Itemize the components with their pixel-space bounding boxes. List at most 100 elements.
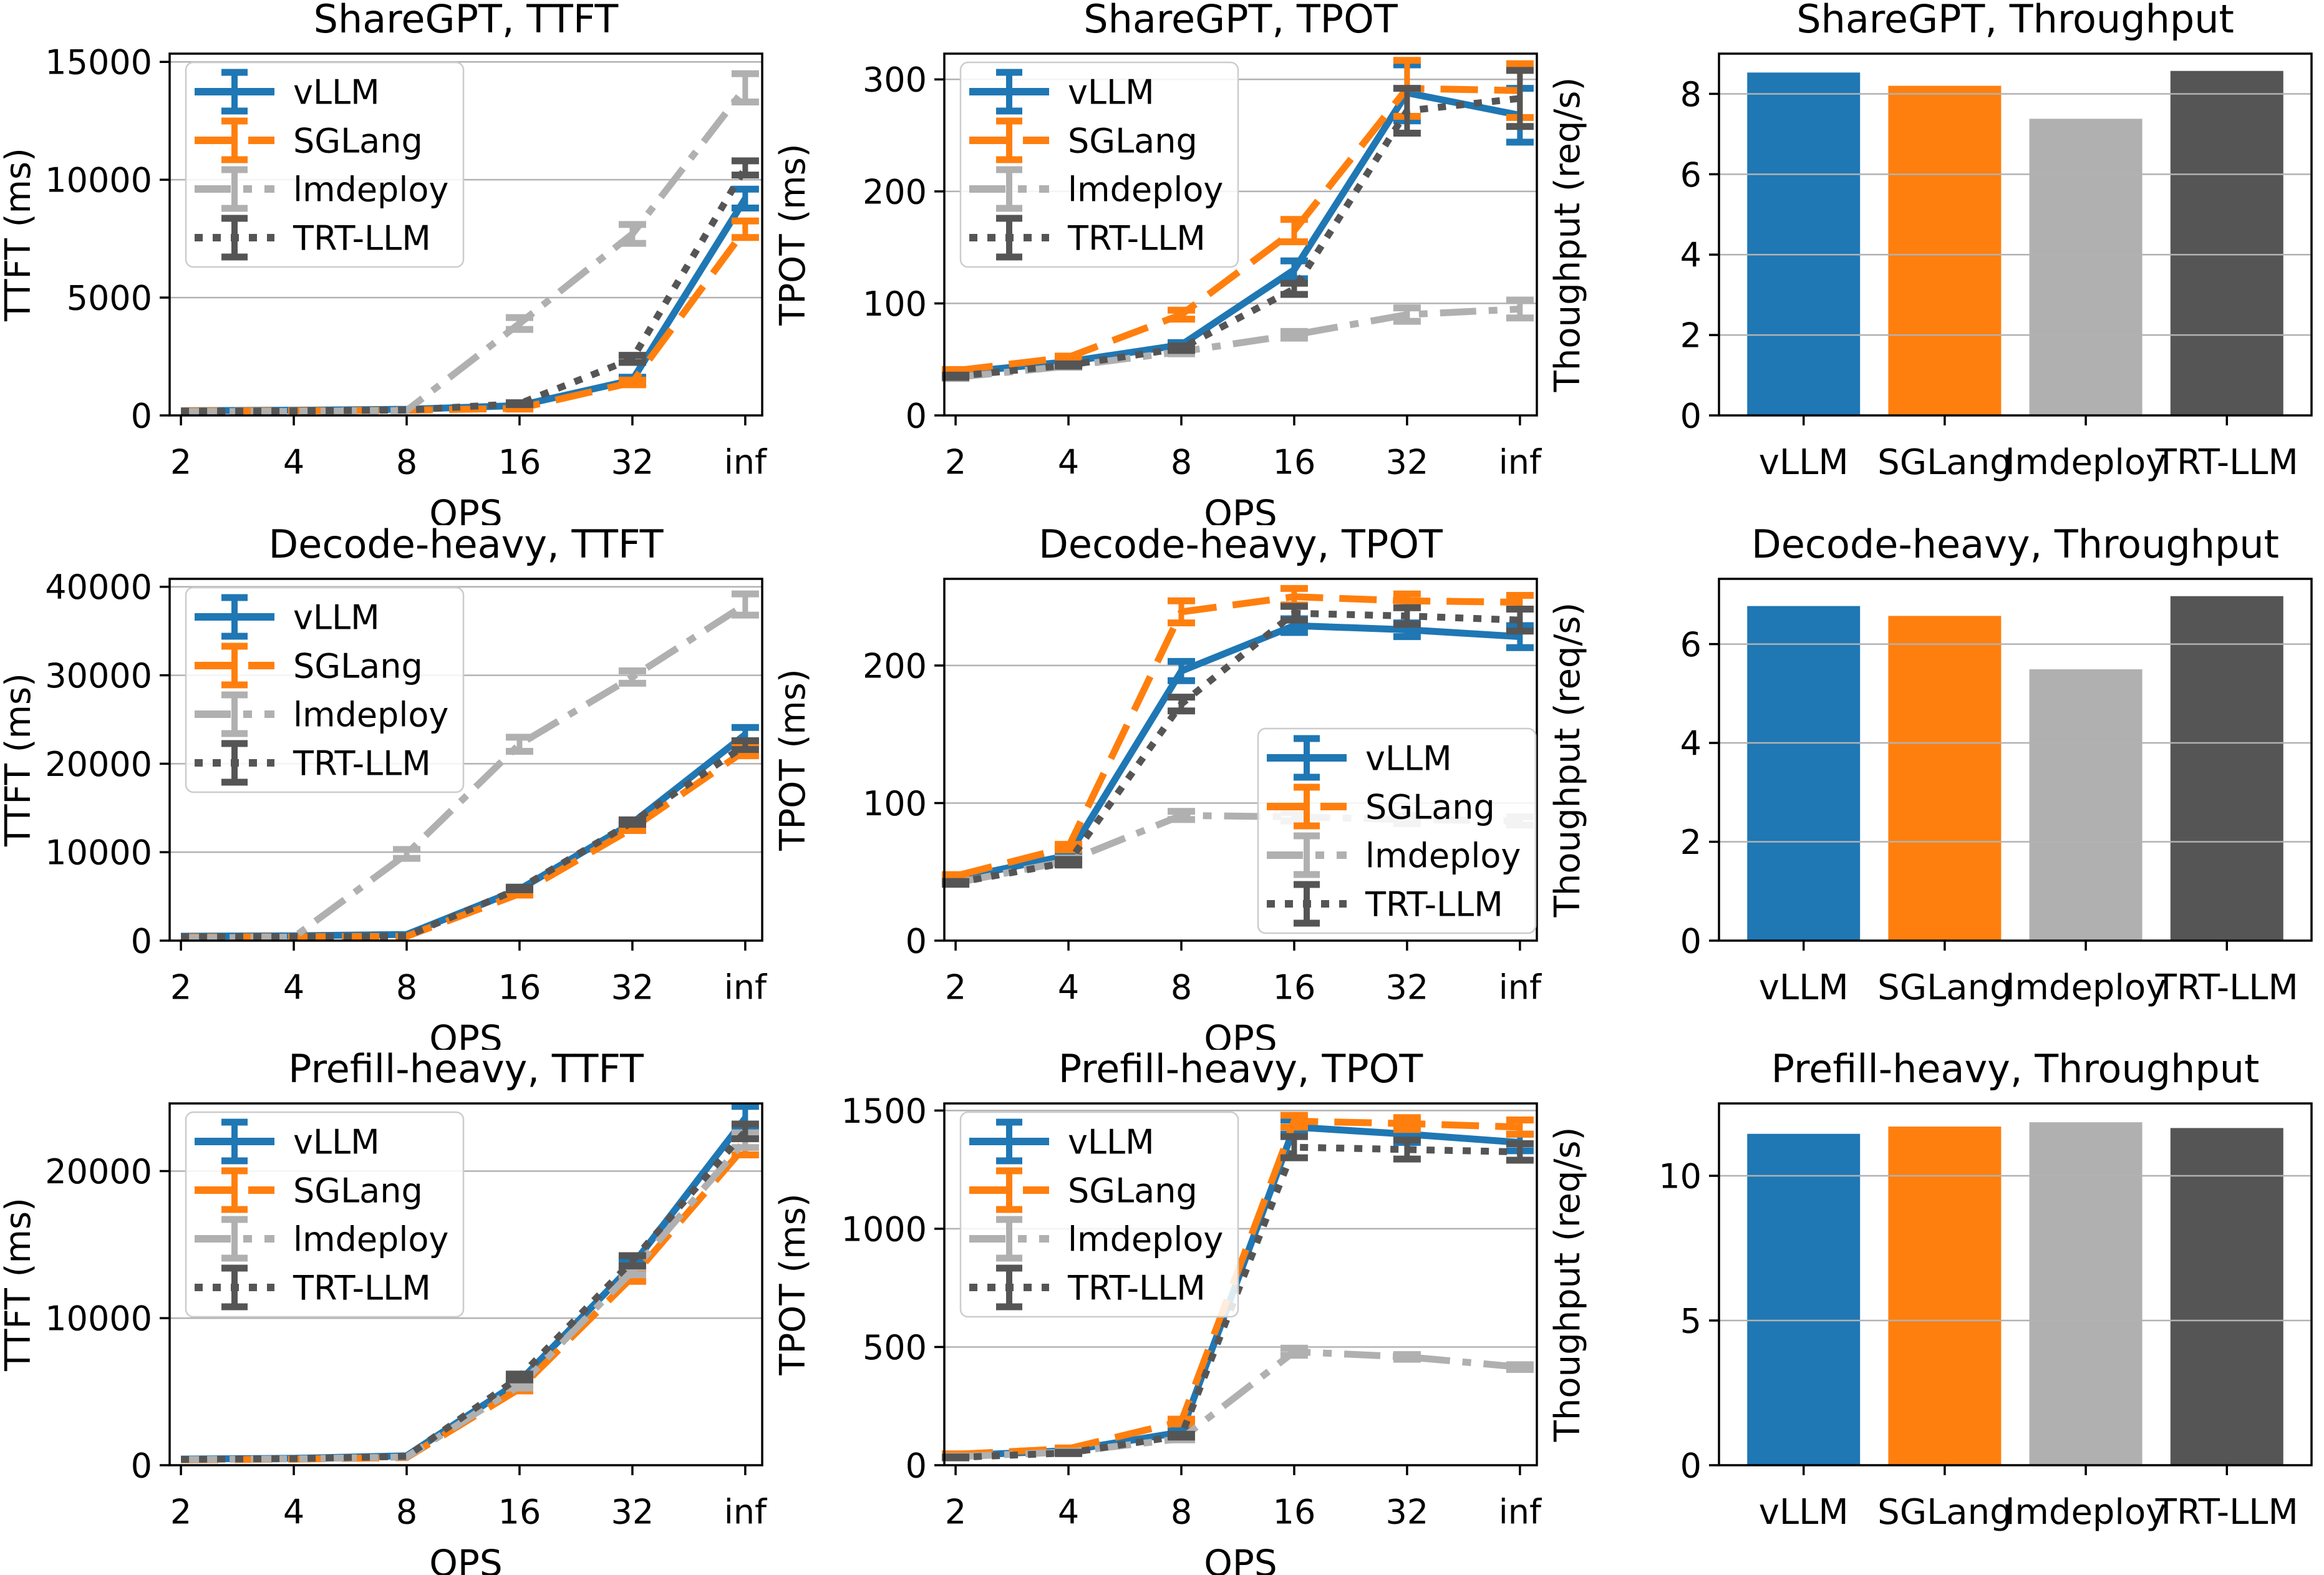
- legend-item-SGLang: SGLang: [969, 117, 1198, 163]
- x-axis: 2 4 8 16 32 inf: [170, 415, 768, 482]
- series-TRT-LLM: [942, 67, 1534, 381]
- x-category-label: vLLM: [1759, 967, 1849, 1008]
- x-tick-label: 4: [283, 967, 304, 1007]
- x-axis: 2 4 8 16 32 inf: [945, 1465, 1542, 1532]
- x-tick-label: inf: [724, 967, 768, 1007]
- x-tick-label: inf: [724, 1493, 768, 1532]
- x-tick-label: 32: [1386, 967, 1429, 1007]
- legend-item-vLLM: vLLM: [969, 69, 1155, 115]
- legend-label: TRT-LLM: [293, 1269, 431, 1308]
- bar-lmdeploy: [2029, 1122, 2142, 1466]
- x-tick-label: 32: [611, 442, 654, 482]
- y-tick-label: 0: [1680, 396, 1702, 435]
- bars: [1747, 1122, 2283, 1466]
- y-tick-label: 4: [1680, 236, 1702, 275]
- x-axis-label: QPS: [429, 1542, 502, 1575]
- y-tick-label: 100: [863, 284, 927, 324]
- legend-box: [185, 1112, 465, 1318]
- x-axis-label: QPS: [1204, 1017, 1277, 1050]
- chart-cell-decode-throughput: 0 2 4 6 Thoughput (req/s) vLLM SGLang lmdeploy T…: [1549, 525, 2324, 1050]
- legend-label: vLLM: [1068, 72, 1155, 112]
- legend: vLLM SGLang lmdeploy TRT-LLM: [185, 61, 465, 268]
- x-category-label: SGLang: [1877, 442, 2012, 483]
- series-errorbars-TRT-LLM: [942, 603, 1534, 888]
- legend-label: TRT-LLM: [1067, 218, 1206, 258]
- x-tick-label: 4: [1058, 967, 1079, 1007]
- y-axis: 0 2 4 6: [1680, 625, 1719, 961]
- x-tick-label: inf: [1499, 442, 1542, 482]
- axes-frame: [1718, 1102, 2313, 1467]
- y-axis-label: TPOT (ms): [775, 1194, 813, 1376]
- x-tick-label: 2: [170, 967, 191, 1007]
- y-tick-label: 0: [906, 396, 927, 435]
- legend-label: vLLM: [293, 72, 380, 112]
- y-axis-label: TTFT (ms): [0, 1198, 39, 1372]
- y-tick-label: 15000: [45, 43, 152, 82]
- series-line-SGLang: [181, 747, 747, 941]
- bar-vLLM: [1747, 606, 1861, 941]
- legend-box: [1257, 727, 1537, 934]
- legend-label: lmdeploy: [293, 1220, 448, 1259]
- series-line-vLLM: [954, 622, 1521, 882]
- chart-prefill-tpot: 0 500 1000 1500 TPOT (ms) 2 4 8 16 32 inf QPS Prefil…: [775, 1050, 1542, 1575]
- x-tick-label: 2: [170, 1493, 191, 1532]
- y-tick-label: 300: [863, 61, 927, 100]
- chart-sharegpt-ttft: 0 5000 10000 15000 TTFT (ms) 2 4 8 16 32 inf QPS Sha…: [0, 0, 768, 525]
- legend-item-lmdeploy: lmdeploy: [969, 1216, 1223, 1262]
- legend-box: [959, 61, 1239, 268]
- legend-item-lmdeploy: lmdeploy: [195, 691, 448, 737]
- series-TRT-LLM: [181, 737, 759, 941]
- legend-item-SGLang: SGLang: [1267, 783, 1495, 830]
- series-line-SGLang: [181, 227, 748, 415]
- series-TRT-LLM: [181, 1120, 759, 1463]
- legend-box: [185, 586, 465, 793]
- chart-cell-decode-ttft: 0 10000 20000 30000 40000 TTFT (ms) 2 4 8 16 32 inf…: [0, 525, 775, 1050]
- y-tick-label: 6: [1680, 625, 1702, 664]
- x-tick-label: 2: [945, 967, 966, 1007]
- y-axis-label: TPOT (ms): [775, 143, 813, 326]
- x-tick-label: 16: [498, 967, 541, 1007]
- axes-frame: [1718, 577, 2313, 942]
- legend-item-lmdeploy: lmdeploy: [1267, 832, 1521, 878]
- legend-label: SGLang: [1365, 787, 1495, 826]
- chart-cell-sharegpt-tpot: 0 100 200 300 TPOT (ms) 2 4 8 16 32 inf QPS ShareGPT…: [775, 0, 1549, 525]
- legend-label: TRT-LLM: [293, 218, 431, 258]
- y-tick-label: 10000: [45, 833, 152, 872]
- series-line-lmdeploy: [955, 1348, 1521, 1461]
- x-tick-label: inf: [1499, 1493, 1542, 1532]
- y-tick-label: 6: [1680, 155, 1702, 195]
- legend-item-TRT-LLM: TRT-LLM: [1267, 881, 1503, 927]
- legend-item-TRT-LLM: TRT-LLM: [195, 740, 431, 786]
- legend-label: vLLM: [1068, 1123, 1155, 1162]
- x-category-label: lmdeploy: [2005, 1493, 2167, 1533]
- series-line-SGLang: [954, 593, 1520, 880]
- legend-label: SGLang: [293, 646, 423, 686]
- axes-frame: [168, 1102, 763, 1467]
- chart-decode-tpot: 0 100 200 TPOT (ms) 2 4 8 16 32 inf QPS Decode-heav…: [775, 525, 1542, 1050]
- x-tick-label: 8: [1171, 442, 1192, 482]
- y-axis: 0 10000 20000: [45, 1152, 170, 1486]
- x-tick-label: 8: [396, 967, 417, 1007]
- axes-frame: [943, 52, 1538, 417]
- chart-title: ShareGPT, TPOT: [1083, 0, 1398, 42]
- x-category-label: lmdeploy: [2005, 442, 2167, 483]
- y-tick-label: 0: [1680, 921, 1702, 961]
- x-tick-label: 2: [170, 442, 191, 482]
- series-line-TRT-LLM: [181, 1129, 748, 1463]
- axes-frame: [168, 52, 763, 417]
- x-tick-label: inf: [1499, 967, 1542, 1007]
- x-axis: 2 4 8 16 32 inf: [170, 1465, 768, 1532]
- legend-item-lmdeploy: lmdeploy: [195, 166, 448, 212]
- chart-title: Decode-heavy, TTFT: [269, 525, 664, 567]
- legend-item-lmdeploy: lmdeploy: [969, 166, 1223, 212]
- axes-frame: [1718, 52, 2313, 417]
- legend: vLLM SGLang lmdeploy TRT-LLM: [1257, 727, 1537, 934]
- legend-label: TRT-LLM: [1067, 1269, 1206, 1308]
- legend-label: lmdeploy: [293, 170, 448, 209]
- series-line-TRT-LLM: [955, 95, 1521, 380]
- y-tick-label: 20000: [45, 745, 152, 784]
- x-tick-label: 16: [498, 1493, 541, 1532]
- legend-label: vLLM: [293, 598, 380, 637]
